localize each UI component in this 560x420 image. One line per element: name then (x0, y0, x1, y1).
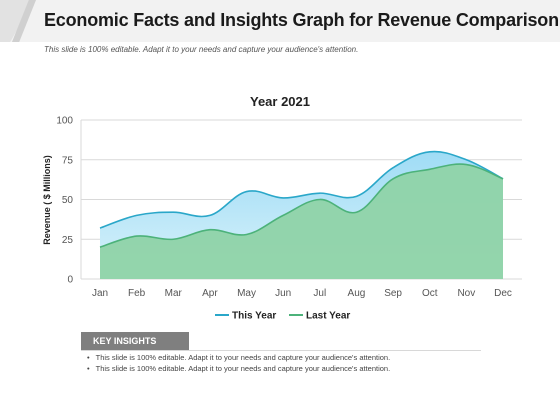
insight-item: This slide is 100% editable. Adapt it to… (87, 352, 391, 363)
legend: This Year Last Year (215, 311, 350, 322)
y-axis-label: Revenue ( $ Millions) (42, 155, 52, 245)
key-insights-divider (81, 350, 481, 351)
line-this-year (99, 150, 504, 229)
page-subtitle: This slide is 100% editable. Adapt it to… (44, 45, 359, 54)
key-insights-label: KEY INSIGHTS (81, 332, 189, 350)
page-title: Economic Facts and Insights Graph for Re… (44, 10, 559, 30)
legend-label: Last Year (306, 311, 350, 322)
header-bar (0, 0, 560, 42)
x-tick-label: Oct (422, 288, 438, 299)
y-tick-label: 25 (62, 235, 74, 246)
line-last-year (99, 163, 504, 248)
x-tick-label: Apr (202, 288, 218, 299)
y-tick-label: 0 (67, 275, 73, 286)
axes: 0 25 50 75 100 Jan Feb Mar Apr May Jun Jul Aug Sep Oct… (56, 116, 512, 300)
insight-item: This slide is 100% editable. Adapt it to… (87, 363, 391, 374)
x-tick-label: Jun (275, 288, 291, 299)
x-tick-label: Dec (494, 288, 512, 299)
area-last-year (100, 164, 503, 279)
x-tick-label: Jul (313, 288, 326, 299)
x-tick-label: Nov (457, 288, 475, 299)
y-tick-label: 75 (62, 155, 74, 166)
key-insights-list: This slide is 100% editable. Adapt it to… (87, 352, 391, 374)
x-tick-label: Jan (92, 288, 108, 299)
x-tick-label: Mar (165, 288, 183, 299)
x-tick-label: May (237, 288, 256, 299)
legend-label: This Year (232, 311, 276, 322)
y-tick-label: 100 (56, 116, 73, 127)
x-tick-label: Sep (384, 288, 402, 299)
x-tick-label: Feb (128, 288, 146, 299)
x-tick-label: Aug (348, 288, 366, 299)
y-tick-label: 50 (62, 195, 74, 206)
series-areas (99, 150, 504, 279)
chart-title: Year 2021 (250, 94, 310, 109)
